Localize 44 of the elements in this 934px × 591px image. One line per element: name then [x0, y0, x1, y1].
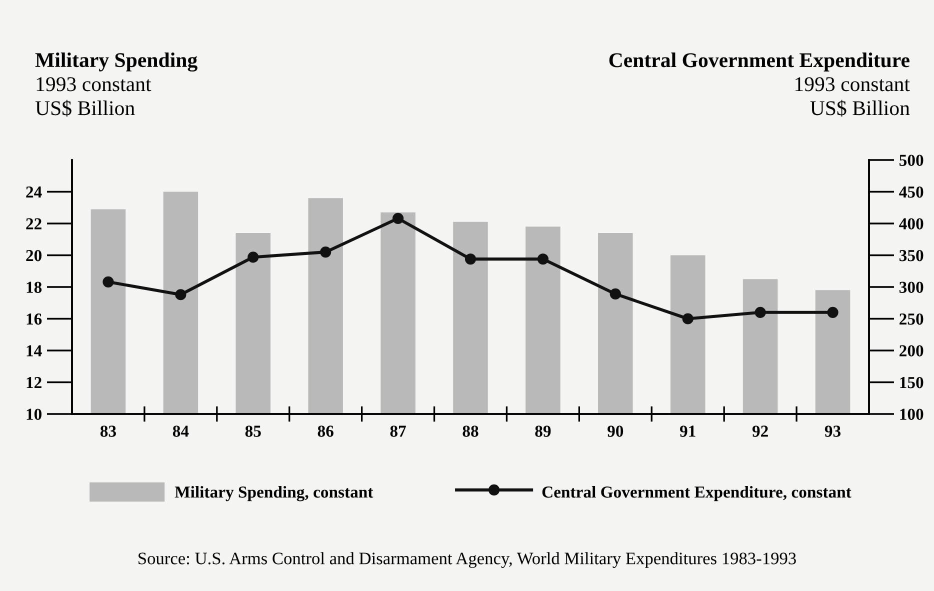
- point: [610, 288, 621, 300]
- point: [102, 276, 114, 288]
- x-tick-label: 83: [100, 426, 116, 437]
- y-tick-label: 18: [26, 282, 42, 293]
- x-tick-label: 84: [172, 426, 189, 437]
- x-tick-label: 86: [318, 426, 334, 437]
- y-tick-label: 24: [26, 186, 42, 198]
- x-tick-label: 90: [608, 426, 624, 437]
- y2-tick-label: 400: [899, 218, 924, 230]
- x-tick-label: 91: [680, 426, 696, 437]
- source-note: Source: U.S. Arms Control and Disarmament Agency, World Military Expenditures 1983-1993: [138, 552, 796, 568]
- point: [682, 313, 694, 324]
- y2-tick-label: 300: [899, 282, 924, 293]
- x-tick-label: 93: [824, 426, 841, 437]
- point: [392, 212, 404, 224]
- point: [754, 306, 766, 318]
- x-tick-label: 88: [462, 426, 478, 437]
- legend-label: Military Spending, constant: [174, 486, 374, 502]
- y2-axis-title: Central Government Expenditure 1993 constant US$ Billion: [609, 52, 910, 117]
- x-tick-label: 92: [752, 426, 768, 437]
- y-tick-label: 16: [26, 313, 42, 325]
- y-axis-title: Military Spending 1993 constant US$ Billion: [35, 52, 198, 117]
- y-tick-label: 14: [26, 345, 42, 356]
- legend-label: Central Government Expenditure, constant: [542, 486, 852, 502]
- y2-tick-label: 500: [900, 154, 924, 166]
- point: [464, 254, 476, 265]
- y2-tick-label: 250: [900, 313, 924, 325]
- point: [320, 246, 332, 258]
- y2-tick-label: 150: [900, 376, 924, 388]
- y2-tick-label: 350: [899, 250, 924, 262]
- point: [248, 252, 259, 263]
- y-tick-label: 22: [26, 218, 42, 230]
- x-tick-label: 89: [535, 426, 551, 437]
- y2-tick-label: 450: [899, 186, 924, 198]
- point: [827, 306, 838, 318]
- point: [175, 289, 186, 300]
- point: [537, 254, 549, 265]
- y-tick-label: 20: [26, 250, 42, 262]
- y-tick-label: 12: [26, 376, 42, 388]
- y2-tick-label: 100: [900, 408, 924, 420]
- x-tick-label: 85: [245, 426, 261, 437]
- x-tick-label: 87: [390, 426, 406, 437]
- y2-tick-label: 200: [900, 345, 924, 356]
- y-tick-label: 10: [26, 408, 42, 420]
